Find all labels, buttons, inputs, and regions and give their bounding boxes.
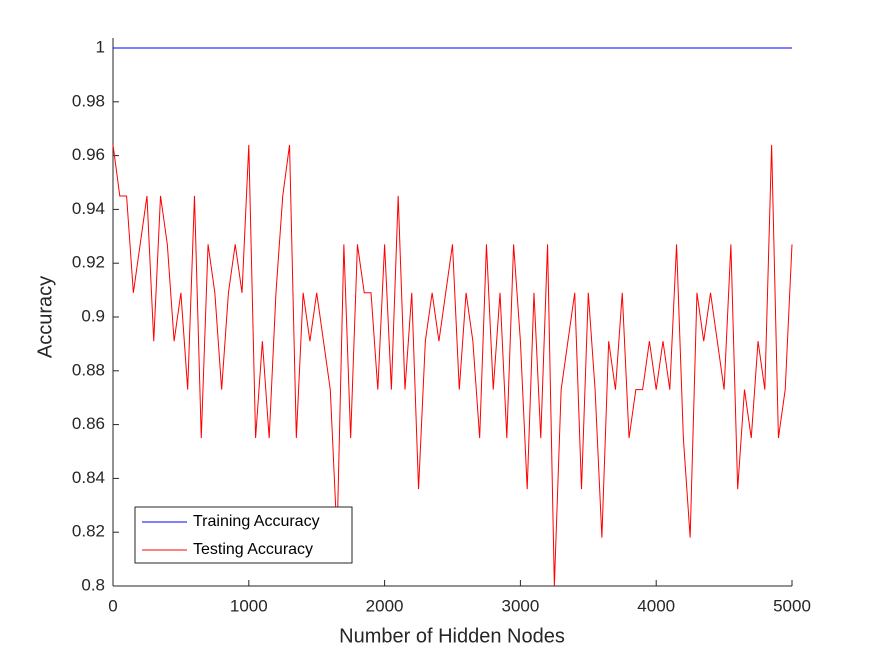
x-tick-label: 3000 xyxy=(501,596,539,615)
y-tick-label: 0.86 xyxy=(72,414,105,433)
x-tick-label: 0 xyxy=(108,596,117,615)
legend-box xyxy=(134,506,353,564)
x-tick-label: 1000 xyxy=(230,596,268,615)
x-tick-label: 2000 xyxy=(366,596,404,615)
y-tick-label: 0.88 xyxy=(72,360,105,379)
legend-label: Testing Accuracy xyxy=(193,541,313,558)
y-tick-label: 0.9 xyxy=(81,306,105,325)
data-line xyxy=(112,144,793,587)
legend-label: Training Accuracy xyxy=(193,513,320,530)
y-tick-label: 0.94 xyxy=(72,199,105,218)
y-tick-label: 0.98 xyxy=(72,91,105,110)
y-tick-label: 0.8 xyxy=(81,575,105,594)
y-tick-label: 0.92 xyxy=(72,253,105,272)
x-tick-label: 4000 xyxy=(637,596,675,615)
x-axis-label: Number of Hidden Nodes xyxy=(339,625,565,647)
y-tick-label: 0.82 xyxy=(72,522,105,541)
y-tick-label: 0.84 xyxy=(72,468,105,487)
y-axis-label: Accuracy xyxy=(34,276,56,358)
y-tick-label: 1 xyxy=(96,37,105,56)
y-tick-label: 0.96 xyxy=(72,145,105,164)
x-tick-label: 5000 xyxy=(773,596,811,615)
